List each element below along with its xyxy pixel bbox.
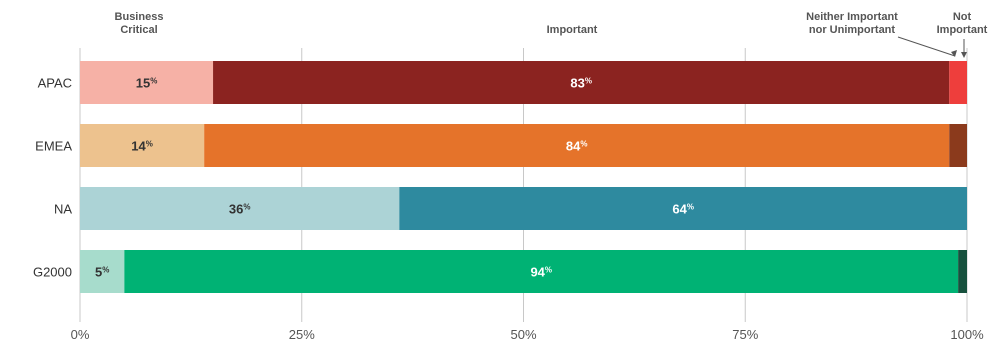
category-label-apac: APAC [38, 76, 72, 91]
bar-g2000-important [124, 250, 959, 293]
data-label-g2000-important: 94% [530, 265, 552, 280]
header-label-neither-important-nor-unimportant: Neither Important nor Unimportant [806, 11, 898, 36]
bar-na-business-critical [80, 187, 400, 230]
bar-apac-neither-important-nor-unimportant [949, 61, 967, 104]
labels: 15% 83% APAC 14% 84% EMEA 36% 64% NA 5% 94% G2000 [33, 76, 694, 280]
category-label-emea: EMEA [35, 139, 72, 154]
data-label-apac-business-critical: 15% [136, 76, 158, 91]
category-label-g2000: G2000 [33, 265, 72, 280]
category-label-na: NA [54, 202, 72, 217]
bar-na-important [399, 187, 967, 230]
bar-apac-business-critical [80, 61, 214, 104]
bars [80, 61, 967, 293]
x-tick-label: 100% [950, 327, 984, 342]
x-tick-label: 25% [289, 327, 315, 342]
x-tick-label: 0% [71, 327, 90, 342]
data-label-emea-business-critical: 14% [131, 139, 153, 154]
data-label-na-business-critical: 36% [229, 202, 251, 217]
leader-line-neither [897, 36, 956, 57]
bar-emea-business-critical [80, 124, 205, 167]
bar-g2000-not-important [958, 250, 967, 293]
leader-arrow-not-important [961, 52, 967, 58]
header-label-important: Important [547, 24, 598, 36]
column-headers: Business Critical Important Neither Importa… [115, 11, 988, 58]
leader-arrow-neither [951, 50, 957, 57]
data-label-g2000-business-critical: 5% [95, 265, 109, 280]
data-label-emea-important: 84% [566, 139, 588, 154]
header-label-not-important: Not Important [937, 11, 988, 36]
x-axis: 0% 25% 50% 75% 100% [71, 327, 984, 342]
bar-emea-important [204, 124, 950, 167]
x-tick-label: 75% [732, 327, 758, 342]
header-label-business-critical: Business Critical [115, 11, 164, 36]
bar-g2000-business-critical [80, 250, 125, 293]
data-label-na-important: 64% [672, 202, 694, 217]
bar-apac-important [213, 61, 950, 104]
bar-emea-not-important [949, 124, 967, 167]
data-label-apac-important: 83% [570, 76, 592, 91]
x-tick-label: 50% [510, 327, 536, 342]
